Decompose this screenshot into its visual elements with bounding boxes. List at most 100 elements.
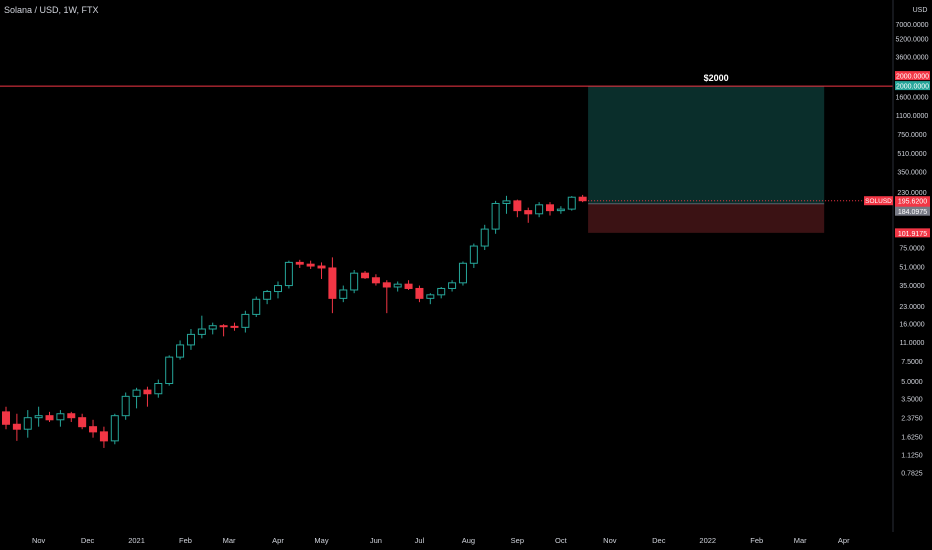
time-tick-label: Aug: [462, 536, 475, 545]
candle: [99, 426, 108, 448]
candle-body: [89, 426, 98, 433]
candle-body: [404, 283, 413, 289]
candle-body: [448, 282, 457, 289]
candle-body: [350, 272, 359, 291]
price-tick-label: 1100.0000: [896, 113, 929, 120]
candle: [437, 286, 446, 299]
candle-body: [469, 245, 478, 264]
candle: [263, 289, 272, 305]
candle-body: [491, 202, 500, 230]
candle-body: [480, 228, 489, 247]
price-tick-label: 750.0000: [897, 132, 926, 139]
axis-unit-label: USD: [913, 7, 928, 14]
time-tick-label: Jun: [370, 536, 382, 545]
candle-body: [393, 283, 402, 288]
price-tick-label: 5200.0000: [895, 36, 928, 43]
candle-body: [306, 263, 315, 267]
candle-body: [567, 196, 576, 210]
candle-body: [252, 298, 261, 315]
candle-body: [274, 285, 282, 293]
time-tick-label: 2022: [699, 536, 716, 545]
candle: [219, 324, 228, 337]
entry-price-badge: 184.0975: [895, 206, 930, 216]
loss-zone[interactable]: [588, 203, 825, 233]
candle: [415, 285, 424, 303]
candle-body: [426, 294, 435, 299]
candle: [426, 293, 435, 305]
price-tick-label: 2.3750: [901, 416, 923, 423]
candle: [382, 280, 391, 314]
candle: [132, 387, 141, 409]
candle: [480, 224, 489, 250]
candle-body: [524, 210, 533, 215]
price-tick-label: 230.0000: [897, 190, 926, 197]
candle: [176, 340, 185, 360]
candle: [78, 413, 87, 430]
symbol-tag: SOLUSD: [864, 196, 893, 206]
candle: [23, 410, 32, 438]
candle-body: [154, 383, 163, 395]
candle: [393, 281, 402, 292]
candle: [208, 322, 217, 335]
price-tick-label: 3.5000: [901, 397, 923, 404]
candle-body: [546, 204, 554, 212]
candle-body: [110, 415, 119, 442]
candle-body: [295, 261, 304, 265]
candle: [306, 260, 315, 269]
candle-body: [502, 200, 511, 204]
candle-body: [339, 289, 348, 299]
symbol-tag-text: SOLUSD: [865, 198, 892, 205]
candle-body: [578, 196, 587, 202]
time-tick-label: Dec: [81, 536, 95, 545]
candle-body: [208, 325, 217, 330]
target-price-badge-text: 2000.0000: [896, 74, 929, 81]
candle: [524, 207, 533, 223]
candle-body: [263, 291, 272, 300]
candle-body: [317, 265, 326, 269]
price-tick-label: 16.0000: [899, 322, 924, 329]
candle: [186, 329, 195, 350]
candle: [458, 261, 467, 286]
symbol-info: Solana / USD, 1W, FTX: [4, 5, 99, 15]
time-tick-label: Nov: [32, 536, 46, 545]
time-tick-label: Feb: [750, 536, 763, 545]
candle: [2, 406, 10, 430]
time-tick-label: Sep: [511, 536, 524, 545]
candle-body: [186, 333, 195, 346]
candle: [89, 419, 98, 438]
price-tick-label: 35.0000: [899, 283, 924, 290]
candle: [143, 386, 152, 407]
candle: [34, 406, 43, 427]
candle-body: [2, 411, 10, 425]
price-tick-label: 7000.0000: [895, 22, 928, 29]
time-tick-label: Apr: [272, 536, 284, 545]
candle-body: [99, 431, 108, 442]
candle: [404, 280, 413, 290]
candle-body: [176, 344, 185, 358]
price-tick-label: 51.0000: [899, 264, 924, 271]
candle-body: [34, 415, 43, 419]
price-axis[interactable]: USD 7000.0000 5200.0000 3600.0000 2000.0000…: [895, 7, 928, 477]
candle: [252, 296, 261, 317]
candle: [556, 206, 565, 214]
entry-price-badge-text: 184.0975: [898, 209, 927, 216]
candle: [535, 202, 544, 218]
candle: [491, 200, 500, 234]
time-tick-label: Oct: [555, 536, 568, 545]
time-tick-label: Feb: [179, 536, 192, 545]
candle: [12, 413, 21, 441]
candle: [567, 196, 576, 211]
candle: [513, 199, 522, 218]
candle: [121, 392, 130, 420]
candle: [45, 411, 54, 422]
candle-body: [78, 417, 87, 428]
time-tick-label: 2021: [128, 536, 145, 545]
candle: [328, 257, 337, 314]
profit-zone[interactable]: [588, 86, 825, 204]
current-price-badge-text: 195.6200: [898, 199, 927, 206]
candle: [241, 310, 250, 333]
candle: [371, 274, 380, 286]
time-axis[interactable]: Nov Dec 2021 Feb Mar Apr May Jun Jul Aug Sep Oct Nov…: [32, 536, 850, 545]
candle: [448, 280, 457, 292]
